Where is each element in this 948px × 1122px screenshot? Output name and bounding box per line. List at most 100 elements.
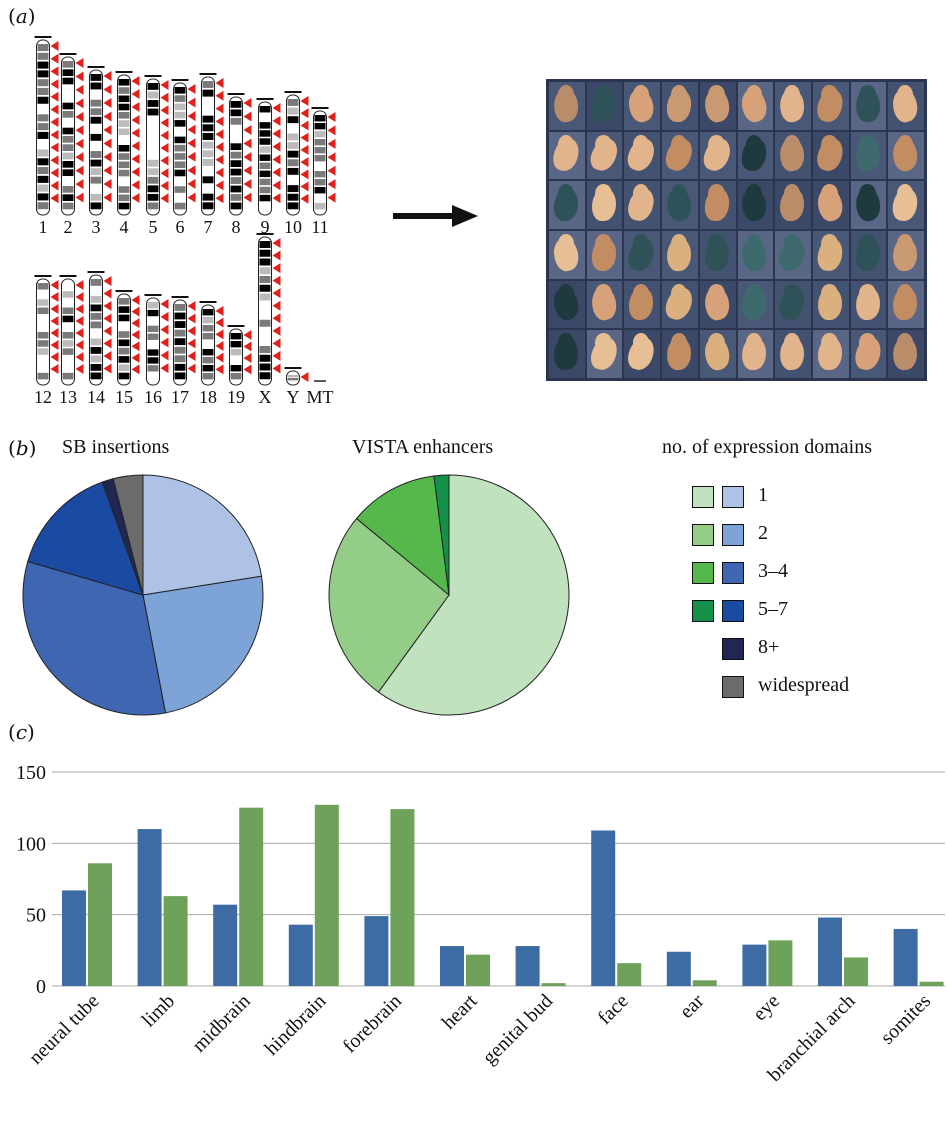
insertion-marker xyxy=(243,341,252,352)
chromosome-band xyxy=(62,169,74,176)
chromosome-band xyxy=(230,333,242,340)
chromosome-band xyxy=(287,159,299,167)
chromosome-band xyxy=(147,365,159,372)
insertion-marker xyxy=(187,351,196,361)
embryo-image xyxy=(662,181,698,229)
chromosome-band xyxy=(174,338,186,346)
legend-swatch-blue xyxy=(722,638,744,660)
chromosome-band xyxy=(62,194,74,201)
chromosome-band xyxy=(259,319,271,327)
insertion-marker xyxy=(243,330,252,340)
insertion-marker xyxy=(50,340,59,350)
chromosome-band xyxy=(118,364,130,372)
chromosome-band xyxy=(90,347,102,354)
chromosome-band xyxy=(90,372,102,380)
insertion-marker xyxy=(327,112,336,122)
chromosome-band xyxy=(259,346,271,353)
insertion-marker xyxy=(131,128,140,138)
embryo-image xyxy=(699,280,736,329)
insertion-marker xyxy=(215,167,224,178)
chromosome-band xyxy=(259,258,271,266)
insertion-marker xyxy=(272,350,281,361)
insertion-marker xyxy=(75,98,84,109)
insertion-marker xyxy=(131,154,140,164)
insertion-marker xyxy=(187,165,196,176)
chromosome-label: 1 xyxy=(39,217,48,237)
panel-a-label: (a) xyxy=(8,4,36,28)
bar xyxy=(591,830,616,986)
chromosome-band xyxy=(147,168,159,176)
insertion-marker xyxy=(50,316,59,326)
chromosome-band xyxy=(230,151,242,159)
insertion-marker xyxy=(160,92,169,103)
chromosome-label: 11 xyxy=(311,217,328,237)
chromosome-band xyxy=(259,276,271,283)
legend-label: 3–4 xyxy=(758,560,788,582)
insertion-marker xyxy=(160,363,169,374)
insertion-marker xyxy=(50,280,59,290)
embryo-image xyxy=(850,82,887,130)
chromosome-band xyxy=(147,176,159,184)
chromosome-band xyxy=(174,304,186,311)
chromosome-band xyxy=(37,283,49,290)
chromosome-band xyxy=(314,131,326,138)
insertion-marker xyxy=(103,125,112,135)
chromosome-band xyxy=(62,315,74,323)
sb-insertions-pie xyxy=(22,474,264,716)
insertion-marker xyxy=(300,181,309,192)
legend-title: no. of expression domains xyxy=(662,436,872,458)
insertion-marker xyxy=(272,288,281,299)
sb-insertions-title: SB insertions xyxy=(62,436,170,458)
chromosome-band xyxy=(259,130,271,137)
chromosome-band xyxy=(174,186,186,193)
insertion-marker xyxy=(300,157,309,168)
insertion-marker xyxy=(103,71,112,81)
chromosome-band xyxy=(202,124,214,132)
insertion-marker xyxy=(103,351,112,361)
embryo-image xyxy=(812,131,849,180)
insertion-marker xyxy=(160,299,169,309)
chromosome-band xyxy=(259,372,271,380)
chromosome-band xyxy=(37,44,49,52)
bar xyxy=(515,946,540,986)
chromosome-label: X xyxy=(259,387,272,407)
insertion-marker xyxy=(75,84,84,95)
chromosome-band xyxy=(62,161,74,168)
chromosome-band xyxy=(202,133,214,140)
chromosome-band xyxy=(118,87,130,94)
embryo-image xyxy=(549,82,585,130)
embryo-image xyxy=(624,280,661,329)
insertion-marker xyxy=(215,154,224,165)
chromosome-band xyxy=(147,185,159,193)
y-tick-label: 150 xyxy=(16,762,46,784)
chromosome-band xyxy=(62,332,74,339)
embryo-image xyxy=(812,330,849,378)
panel-c-label: (c) xyxy=(8,720,35,744)
chromosome-band xyxy=(230,341,242,348)
embryo-image xyxy=(737,231,774,279)
embryo-image xyxy=(699,330,736,378)
chromosome-band xyxy=(287,116,299,124)
insertion-marker xyxy=(75,152,84,163)
chromosome-band xyxy=(174,95,186,102)
insertion-marker xyxy=(75,280,84,290)
chromosome-label: 6 xyxy=(176,217,185,237)
chromosome-band xyxy=(62,111,74,118)
x-tick-label: face xyxy=(594,990,633,1029)
chromosome-label: Y xyxy=(287,387,300,407)
insertion-marker xyxy=(50,352,59,362)
chromosome-band xyxy=(90,108,102,116)
insertion-marker xyxy=(327,165,336,176)
legend-label: widespread xyxy=(758,674,850,696)
bar-chart: 0 50 100 150 neural tube limb midbrain hindbrai… xyxy=(16,762,945,1086)
chromosome-band xyxy=(202,333,214,340)
insertion-marker xyxy=(160,193,169,204)
panel-b-letter: b xyxy=(15,436,29,460)
embryo-image xyxy=(662,131,698,180)
insertion-marker xyxy=(160,130,169,141)
insertion-marker xyxy=(103,98,112,108)
insertion-marker xyxy=(50,53,59,64)
insertion-marker xyxy=(50,104,59,115)
chromosome-label: 13 xyxy=(59,387,77,407)
panel-a-letter: a xyxy=(15,4,28,28)
